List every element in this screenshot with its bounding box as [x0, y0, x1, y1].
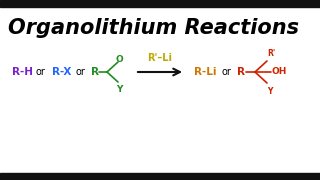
Bar	[0, 173, 320, 180]
Text: R: R	[91, 67, 99, 77]
Text: Y: Y	[116, 86, 122, 94]
Text: or: or	[75, 67, 85, 77]
Text: R': R'	[267, 50, 275, 59]
Text: or: or	[222, 67, 232, 77]
Text: or: or	[36, 67, 46, 77]
Text: R'–Li: R'–Li	[148, 53, 172, 63]
Text: R: R	[237, 67, 245, 77]
Text: Y: Y	[267, 87, 272, 96]
Text: OH: OH	[272, 68, 287, 76]
Text: R-Li: R-Li	[194, 67, 217, 77]
Text: R-H: R-H	[12, 67, 33, 77]
Text: R-X: R-X	[52, 67, 71, 77]
Text: O: O	[116, 55, 124, 64]
Text: Organolithium Reactions: Organolithium Reactions	[8, 18, 299, 38]
Bar	[0, 0, 320, 7]
